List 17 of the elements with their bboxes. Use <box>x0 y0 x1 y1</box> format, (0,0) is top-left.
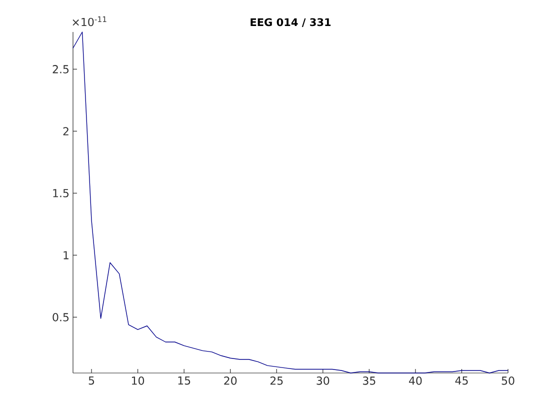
y-tick-label: 0.5 <box>52 313 69 322</box>
x-tick-label: 25 <box>270 376 283 385</box>
y-tick-label: 1.5 <box>53 189 69 198</box>
y-tick-label: 2 <box>63 127 68 136</box>
x-tick-label: 20 <box>224 376 237 385</box>
y-tick-label: 2.5 <box>52 65 69 74</box>
x-tick-label: 45 <box>455 376 468 385</box>
chart-title: EEG 014 / 331 <box>250 18 331 27</box>
x-tick-label: 50 <box>502 376 514 385</box>
x-tick-label: 40 <box>408 376 422 385</box>
x-tick-label: 35 <box>363 376 376 385</box>
text: ×10$^{-11}$ <box>72 16 106 26</box>
x-tick-label: 15 <box>178 376 190 385</box>
x-tick-label: 10 <box>132 376 144 385</box>
x-tick-label: 5 <box>88 376 94 385</box>
x-tick-label: 30 <box>316 376 330 385</box>
y-tick-label: 1 <box>64 251 68 260</box>
